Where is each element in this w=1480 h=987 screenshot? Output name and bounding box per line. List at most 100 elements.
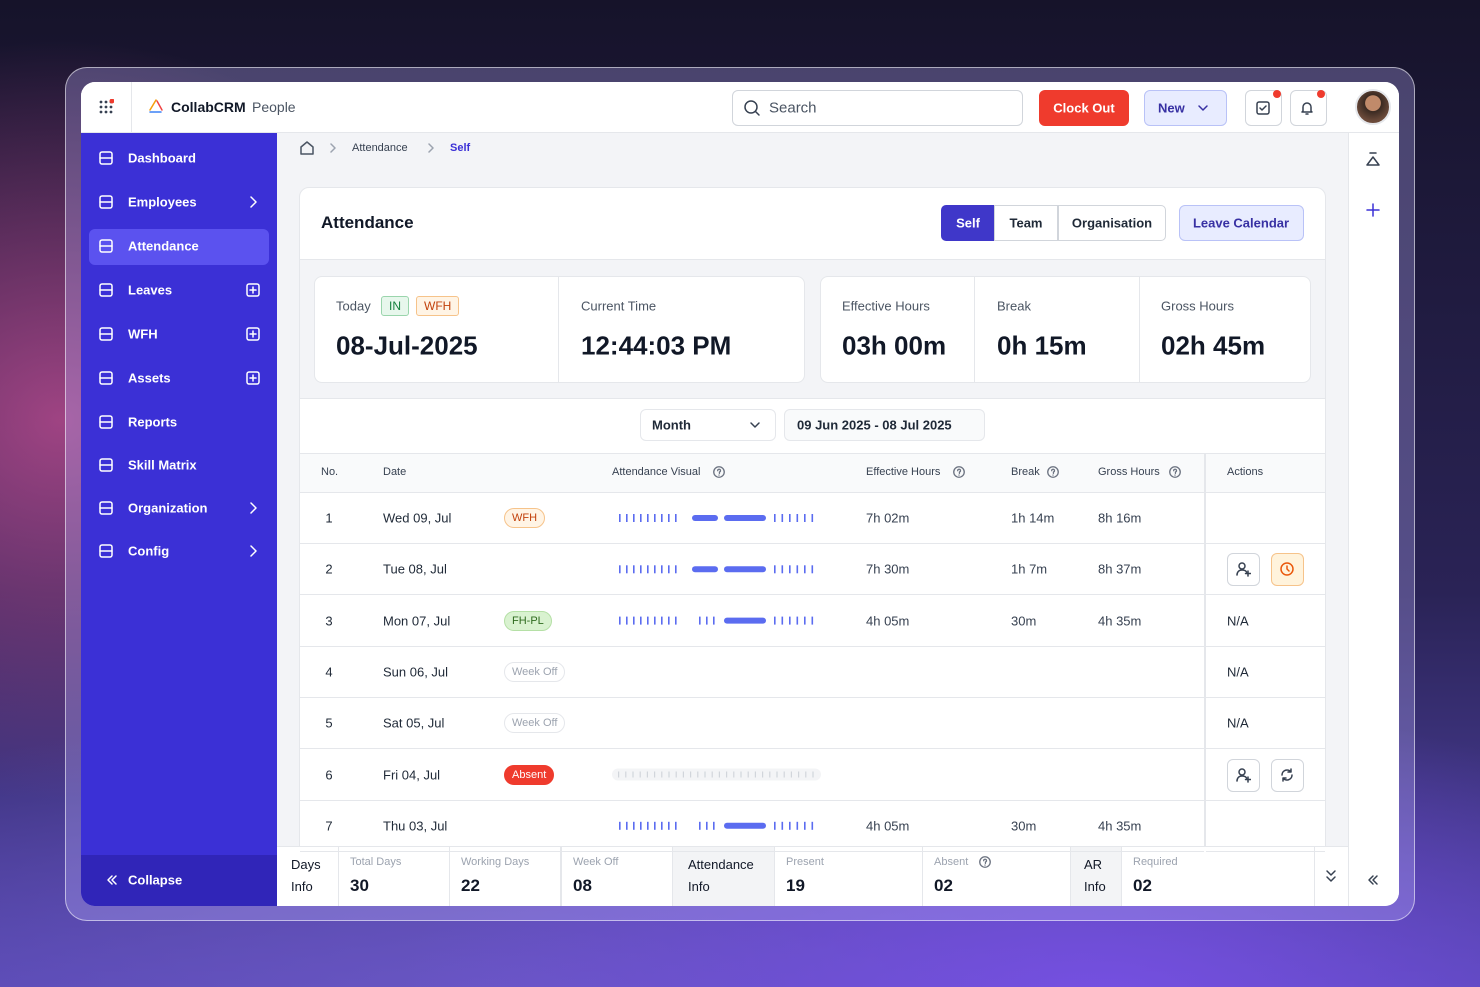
- visual-segment: [790, 771, 792, 778]
- badge-dot: [1317, 90, 1325, 98]
- action-icon: [1236, 767, 1251, 783]
- breadcrumb[interactable]: Attendance: [352, 142, 408, 154]
- footer-group-title: Attendance Info: [688, 857, 754, 894]
- visual-segment: [640, 565, 642, 574]
- search-box[interactable]: [732, 90, 1023, 126]
- visual-segment: [798, 771, 800, 778]
- collapse-label[interactable]: Collapse: [128, 872, 183, 888]
- row-date: Wed 09, Jul: [383, 510, 452, 526]
- nav-item[interactable]: Assets: [128, 370, 171, 386]
- leave-calendar-label: Leave Calendar: [1192, 215, 1290, 231]
- visual-segment: [661, 821, 663, 830]
- nav-item[interactable]: WFH: [128, 326, 158, 342]
- row-divider: [300, 799, 1204, 801]
- apps-icon[interactable]: [98, 99, 114, 115]
- footer-group-title: Days Info: [291, 857, 321, 894]
- tab[interactable]: [941, 205, 995, 241]
- nav-icon: [99, 544, 113, 558]
- nav-icon: [99, 415, 113, 429]
- visual-segment: [706, 821, 708, 830]
- action-button[interactable]: [1271, 758, 1304, 792]
- nav-item[interactable]: Config: [128, 543, 170, 559]
- range-label: 09 Jun 2025 - 08 Jul 2025: [797, 417, 952, 433]
- footer-divider: [338, 847, 339, 906]
- nav-item[interactable]: Skill Matrix: [128, 457, 197, 473]
- clock-out-button[interactable]: [1039, 90, 1129, 126]
- visual-segment: [661, 514, 663, 522]
- row-divider: [300, 543, 1204, 544]
- chevron: [1198, 105, 1208, 111]
- summary-box: [314, 276, 805, 383]
- divider: [1139, 276, 1140, 383]
- visual-segment: [661, 565, 663, 574]
- divider: [558, 276, 559, 383]
- stat-label: Absent: [934, 856, 969, 868]
- row-actions: N/A: [1227, 664, 1249, 680]
- row-date: Fri 04, Jul: [383, 767, 441, 782]
- column-header: Effective Hours: [866, 466, 941, 478]
- nav-item[interactable]: Employees: [128, 194, 197, 210]
- visual-segment: [619, 565, 621, 574]
- new-button[interactable]: [1144, 90, 1227, 126]
- column-header: Gross Hours: [1098, 466, 1160, 478]
- column-header: Date: [383, 466, 407, 478]
- tab[interactable]: [1058, 205, 1166, 241]
- tab[interactable]: [994, 205, 1058, 241]
- divider: [974, 276, 975, 383]
- nav-item[interactable]: Organization: [128, 500, 208, 516]
- row-actions: N/A: [1227, 613, 1249, 629]
- tasks-button[interactable]: [1245, 90, 1282, 126]
- logo: [149, 99, 163, 113]
- visual-segment: [647, 514, 649, 522]
- stat-value: 22: [461, 876, 480, 895]
- footer-section: [1070, 847, 1121, 906]
- visual-segment: [769, 771, 771, 778]
- visual-segment: [647, 565, 649, 574]
- add-icon[interactable]: [1365, 202, 1381, 218]
- visual-segment: [675, 514, 677, 522]
- rail-icon[interactable]: [1364, 150, 1382, 168]
- row-number: 2: [325, 561, 333, 577]
- visual-segment: [812, 771, 814, 778]
- summary-box: [820, 276, 1311, 383]
- footer-divider: [1314, 847, 1315, 906]
- row-divider: [1206, 696, 1325, 698]
- separator: [330, 143, 336, 153]
- row-break: 1h 14m: [1011, 510, 1055, 526]
- summary-label: Gross Hours: [1161, 298, 1234, 314]
- summary-label: Current Time: [581, 298, 657, 314]
- action-button[interactable]: [1227, 758, 1260, 792]
- row-divider: [1206, 543, 1325, 544]
- visual-segment: [789, 821, 791, 830]
- visual-segment: [625, 771, 627, 778]
- nav-item[interactable]: Reports: [128, 414, 178, 430]
- row-number: 5: [325, 715, 333, 731]
- nav-item[interactable]: Leaves: [128, 282, 173, 298]
- expand-icon[interactable]: [1366, 873, 1380, 887]
- avatar[interactable]: [1355, 89, 1391, 125]
- notification-button[interactable]: [1290, 90, 1327, 126]
- expand-footer[interactable]: [1325, 869, 1337, 883]
- leave-calendar-button[interactable]: [1179, 205, 1304, 241]
- stat-value: 08: [573, 876, 592, 895]
- footer-section: [673, 847, 774, 906]
- visual-segment: [811, 821, 814, 830]
- summary-value: 03h 00m: [842, 330, 947, 361]
- visual-segment: [646, 771, 648, 778]
- brand: CollabCRM: [171, 99, 246, 115]
- nav-icon: [99, 501, 113, 515]
- visual-segment: [626, 514, 628, 522]
- divider: [300, 398, 1325, 399]
- nav-item[interactable]: Attendance: [128, 238, 199, 254]
- visual-segment: [774, 565, 776, 574]
- visual-segment: [733, 771, 735, 778]
- nav-item[interactable]: Dashboard: [128, 150, 196, 166]
- row-actions: N/A: [1227, 715, 1249, 731]
- range-box[interactable]: [784, 409, 985, 441]
- visual-segment: [774, 821, 776, 830]
- status-badge: WFH: [416, 296, 460, 316]
- column-header: Attendance Visual: [612, 466, 701, 478]
- home-icon[interactable]: [299, 140, 315, 156]
- row-divider: [300, 594, 1204, 596]
